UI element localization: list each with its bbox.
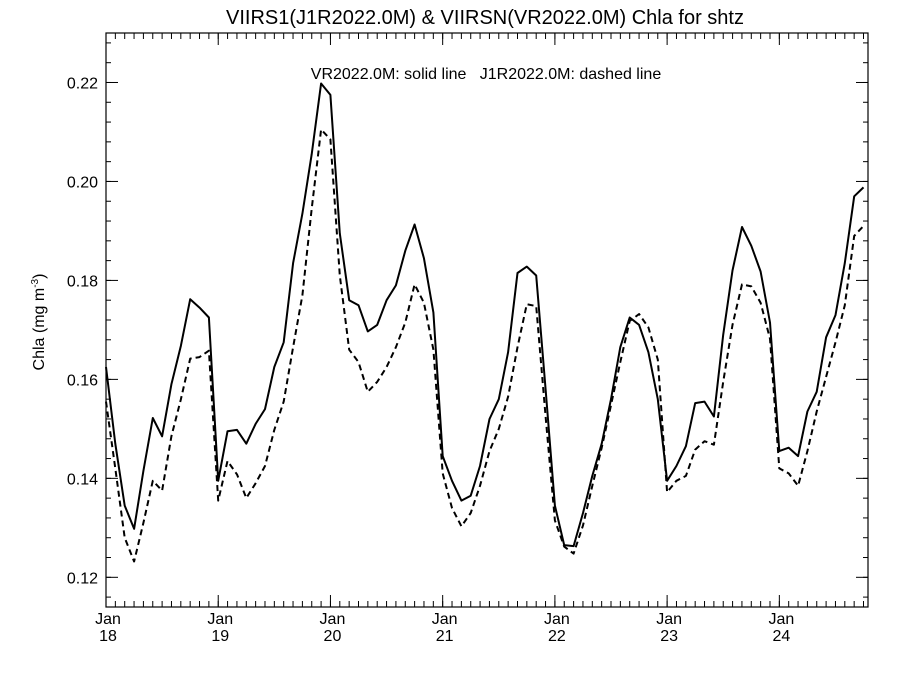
x-tick-year-label: 23: [660, 628, 678, 645]
x-tick-month-label: Jan: [768, 611, 794, 628]
x-tick-year-label: 22: [548, 628, 566, 645]
y-axis-label-superscript: -3: [30, 278, 41, 287]
plot-frame: [105, 32, 869, 608]
x-tick-month-label: Jan: [95, 611, 121, 628]
y-tick-label: 0.12: [67, 570, 98, 587]
x-tick-year-label: 20: [324, 628, 342, 645]
y-tick-label: 0.20: [67, 174, 98, 191]
y-tick-label: 0.18: [67, 273, 98, 290]
x-tick-month-label: Jan: [320, 611, 346, 628]
y-axis-label-text: Chla (mg m: [31, 288, 48, 371]
y-tick-label: 0.14: [67, 471, 98, 488]
x-tick-month-label: Jan: [432, 611, 458, 628]
x-tick-month-label: Jan: [207, 611, 233, 628]
x-tick-year-label: 24: [772, 628, 790, 645]
y-axis-label-close: ): [31, 274, 48, 279]
chart-title: VIIRS1(J1R2022.0M) & VIIRSN(VR2022.0M) C…: [226, 7, 744, 29]
series-layer: [105, 82, 865, 563]
legend-annotation: VR2022.0M: solid line J1R2022.0M: dashed…: [311, 66, 662, 83]
y-tick-label: 0.16: [67, 372, 98, 389]
series-line-j1r2022-dashed: [105, 128, 865, 563]
x-tick-year-label: 19: [211, 628, 229, 645]
x-tick-month-label: Jan: [544, 611, 570, 628]
y-axis-label: Chla (mg m-3): [30, 274, 48, 371]
x-tick-month-label: Jan: [656, 611, 682, 628]
y-tick-label: 0.22: [67, 75, 98, 92]
x-tick-year-label: 18: [99, 628, 117, 645]
x-tick-year-label: 21: [436, 628, 454, 645]
series-line-vr2022-solid: [105, 82, 865, 548]
